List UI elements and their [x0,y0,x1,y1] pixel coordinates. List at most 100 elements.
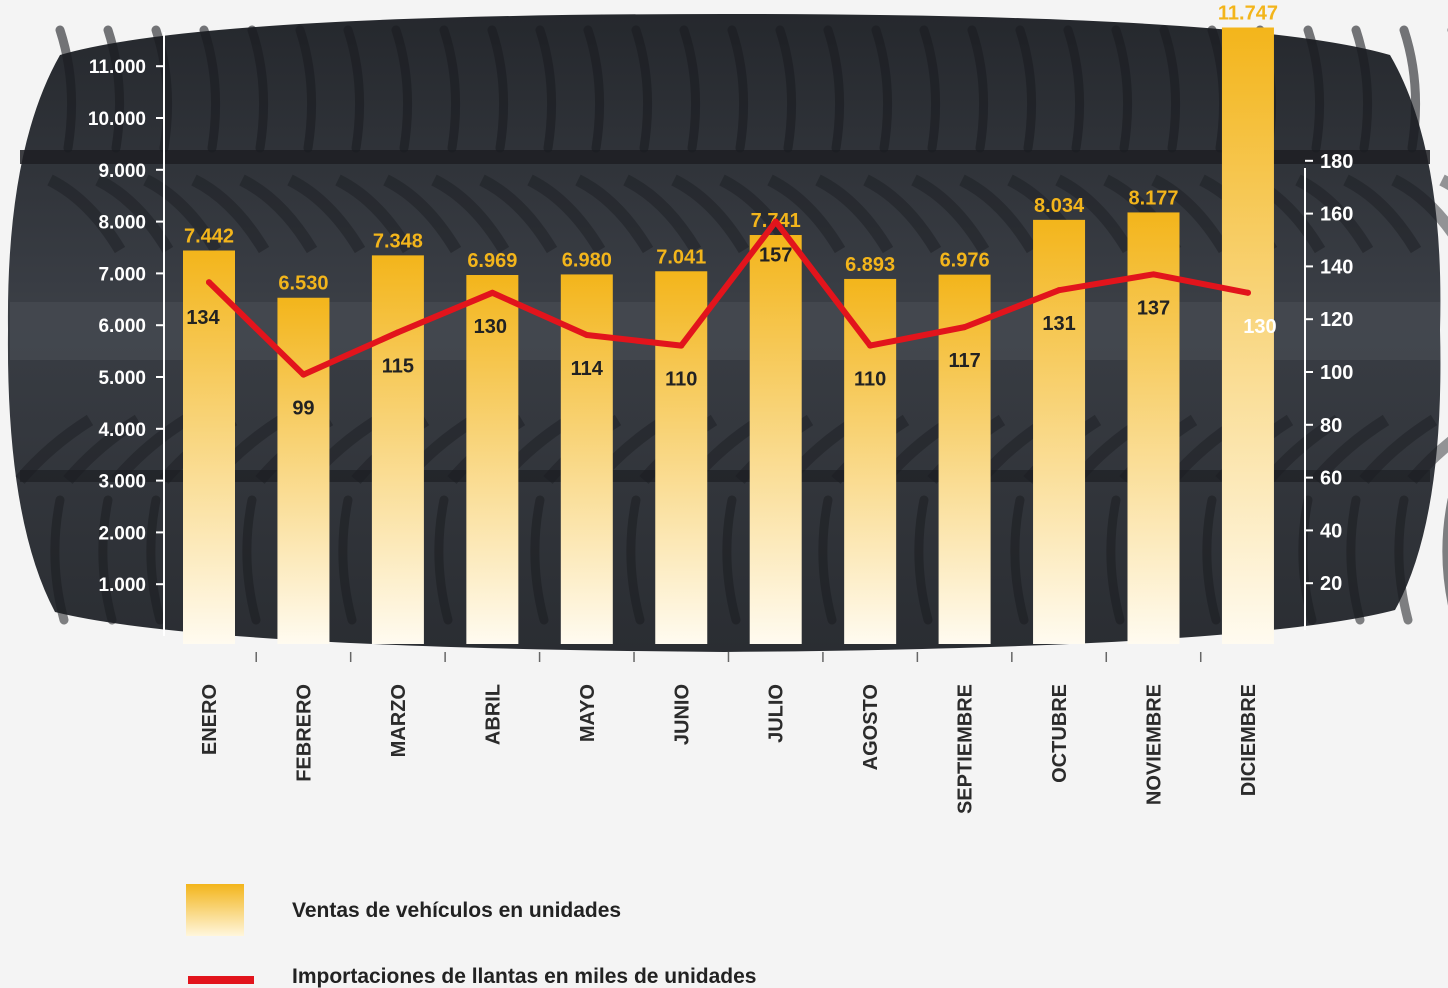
tread-groove-upper [1303,25,1325,153]
tread-groove-upper [391,25,413,153]
y-left-tick-label: 3.000 [98,472,146,493]
x-tick-label: JUNIO [671,684,693,745]
bar-marzo [371,255,424,644]
y-right-tick-label: 160 [1320,204,1353,226]
tread-groove-upper [343,25,365,153]
x-tick-label: OCTUBRE [1049,684,1071,783]
x-tick-label: DICIEMBRE [1238,684,1260,796]
bar-value-label: 7.041 [656,246,706,268]
legend-bar-label: Ventas de vehículos en unidades [292,899,621,922]
tread-groove-middle [527,174,606,254]
y-right-tick-label: 100 [1320,362,1353,384]
bar-abril [466,275,519,644]
bar-value-label: 6.976 [940,250,990,272]
x-axis-labels: ENERO FEBRERO MARZO ABRIL MAYO JUNIO JULIO AGOS… [199,684,1260,814]
tread-groove-middle [431,174,510,254]
tread-groove-bottom [242,495,261,625]
tread-groove-upper [103,25,125,153]
tread-groove-upper [247,25,269,153]
line-value-label: 110 [665,369,697,391]
bar-julio [749,235,802,644]
y-left-tick-label: 9.000 [98,161,146,182]
line-point [206,279,212,286]
x-tick-label: ABRIL [482,684,504,745]
x-tick-label: MARZO [388,684,410,757]
y-axis-left-ticks: 1.000 2.000 3.000 4.000 5.000 6.000 7.000 8.000… [88,57,164,596]
bar-noviembre [1127,212,1180,644]
bar-diciembre [1221,27,1274,645]
tread-groove-upper [55,25,77,153]
y-left-tick-label: 8.000 [98,213,146,234]
tread-groove-upper [583,25,605,153]
tread-groove-lower [63,414,142,484]
tread-groove-middle [191,174,270,254]
tread-groove-middle [287,174,366,254]
tread-groove-upper [1063,25,1085,153]
x-tick-label: SEPTIEMBRE [955,684,977,814]
line-value-label: 137 [1137,297,1170,319]
legend: Ventas de vehículos en unidades Importac… [186,884,756,988]
tread-groove-middle [1295,174,1374,254]
tread-groove-middle [959,174,1038,254]
bar-value-label: 7.348 [373,230,423,252]
tread-groove-bottom [1010,495,1029,625]
tread-groove-middle [863,174,942,254]
x-tick-label: MAYO [577,684,599,742]
tread-groove-middle [1391,174,1448,237]
bar-value-label: 8.177 [1128,187,1178,209]
tread-groove-upper [727,25,749,153]
line-value-label: 114 [571,358,604,380]
y-axis-right-ticks: 20 40 60 80 100 120 140 160 180 [1305,151,1353,595]
line-point [489,289,496,296]
y-left-tick-label: 6.000 [98,316,146,337]
y-right-tick-label: 60 [1320,468,1342,490]
tread-groove-bottom [914,495,933,625]
line-value-label: 130 [474,316,507,338]
line-point [1056,287,1063,294]
line-point [394,329,401,336]
tread-groove-middle [1055,174,1134,254]
tread-groove-upper [775,25,797,153]
tread-groove-middle [335,174,414,254]
line-point [300,371,307,378]
line-point [961,324,968,331]
tread-groove-lower [1359,414,1438,484]
tread-groove-lower [1263,414,1342,484]
x-tick-label: AGOSTO [860,684,882,770]
bar-value-label: 7.442 [184,226,234,248]
tire-background [7,14,1448,652]
y-left-tick-label: 5.000 [98,368,146,389]
bar-value-label: 6.969 [467,250,517,272]
line-point [867,342,874,349]
tread-groove-bottom [626,495,645,625]
tread-groove-bottom [1202,495,1221,625]
x-tick-label: ENERO [199,684,221,755]
line-point [583,332,590,339]
tread-groove-middle [815,174,894,254]
tread-groove-middle [479,174,558,254]
line-value-label: 110 [854,369,886,391]
line-value-labels: 134 99 115 130 114 110 157 110 117 131 137 130 [186,245,1276,420]
tread-groove-bottom [146,495,165,625]
tread-groove-bottom [530,495,549,625]
y-right-tick-label: 120 [1320,309,1353,331]
tread-groove-middle [95,174,174,254]
bar-octubre [1033,219,1086,644]
bar-value-label: 6.530 [278,273,328,295]
x-axis-ticks [255,652,1202,662]
line-value-label: 115 [382,355,414,377]
tread-groove-bottom [338,495,357,625]
tread-groove-upper [1351,25,1373,153]
bar-value-label: 6.893 [845,254,895,276]
tread-groove-lower [1407,436,1448,484]
tread-groove-middle [575,174,654,254]
tread-groove-bottom [1394,495,1413,625]
tread-groove-upper [199,25,221,153]
line-value-label: 131 [1042,313,1075,335]
line-point [772,218,779,225]
tread-groove-upper [487,25,509,153]
bar-series [183,27,1274,645]
tread-groove-upper [1399,25,1421,153]
line-value-label: 157 [759,245,792,267]
